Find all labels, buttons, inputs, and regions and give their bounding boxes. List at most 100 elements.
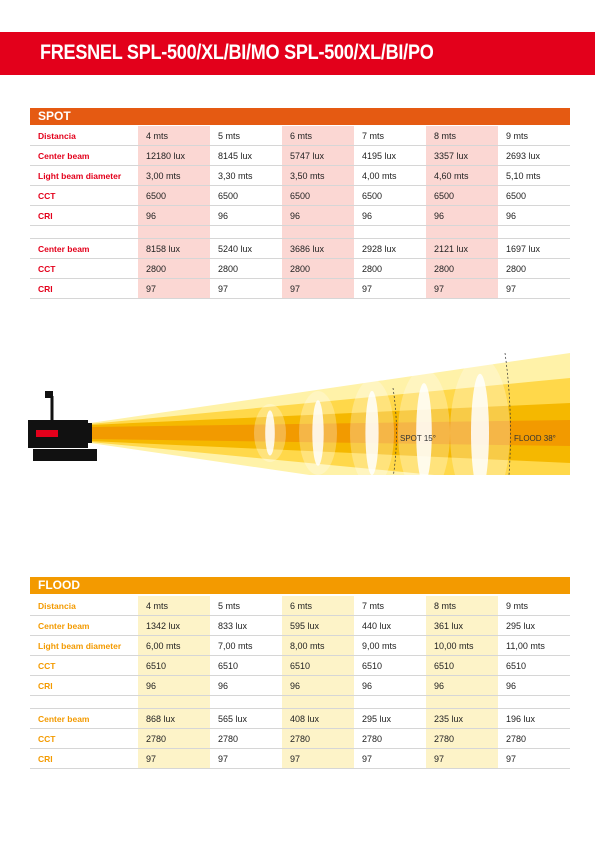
table-row: CRI 97 97 97 97 97 97 bbox=[30, 278, 570, 299]
table-cell: 2800 bbox=[210, 258, 282, 279]
table-cell: 6510 bbox=[138, 655, 210, 676]
table-cell: 96 bbox=[282, 675, 354, 696]
table-cell: 6510 bbox=[354, 655, 426, 676]
beam-ring-highlight bbox=[416, 383, 432, 475]
beam-ring-highlight bbox=[471, 373, 489, 475]
row-label: Center beam bbox=[30, 615, 138, 636]
table-cell: 9 mts bbox=[498, 126, 570, 146]
row-label: CRI bbox=[30, 748, 138, 769]
spot-angle-label: SPOT 15° bbox=[400, 434, 436, 443]
flood-table: Distancia 4 mts 5 mts 6 mts 7 mts 8 mts 9 mts C… bbox=[30, 596, 570, 769]
row-spacer bbox=[30, 695, 570, 709]
table-cell: 3,50 mts bbox=[282, 165, 354, 186]
table-cell: 2800 bbox=[498, 258, 570, 279]
fixture-handle bbox=[45, 391, 53, 398]
table-cell: 97 bbox=[426, 278, 498, 299]
row-label: CCT bbox=[30, 655, 138, 676]
table-cell: 868 lux bbox=[138, 708, 210, 729]
table-cell: 2800 bbox=[426, 258, 498, 279]
table-cell: 96 bbox=[498, 675, 570, 696]
table-cell: 97 bbox=[354, 278, 426, 299]
table-cell: 833 lux bbox=[210, 615, 282, 636]
table-cell: 6500 bbox=[210, 185, 282, 206]
table-cell: 96 bbox=[138, 205, 210, 226]
table-row: CRI 96 96 96 96 96 96 bbox=[30, 675, 570, 696]
table-row: CRI 96 96 96 96 96 96 bbox=[30, 205, 570, 226]
table-cell: 9 mts bbox=[498, 596, 570, 616]
spot-angle-arc bbox=[392, 387, 397, 475]
table-cell: 2800 bbox=[282, 258, 354, 279]
table-cell: 5 mts bbox=[210, 596, 282, 616]
table-cell: 5 mts bbox=[210, 126, 282, 146]
table-cell: 6 mts bbox=[282, 596, 354, 616]
table-row: Distancia 4 mts 5 mts 6 mts 7 mts 8 mts 9 mts bbox=[30, 126, 570, 146]
table-cell: 6500 bbox=[426, 185, 498, 206]
table-cell: 96 bbox=[210, 205, 282, 226]
table-cell: 97 bbox=[282, 278, 354, 299]
table-cell: 7 mts bbox=[354, 596, 426, 616]
table-cell: 4 mts bbox=[138, 126, 210, 146]
table-cell: 2780 bbox=[354, 728, 426, 749]
table-cell: 4,00 mts bbox=[354, 165, 426, 186]
table-cell: 96 bbox=[282, 205, 354, 226]
table-row: Light beam diameter 6,00 mts 7,00 mts 8,00 … bbox=[30, 635, 570, 656]
table-cell: 3686 lux bbox=[282, 238, 354, 259]
row-label: Center beam bbox=[30, 708, 138, 729]
table-cell: 5,10 mts bbox=[498, 165, 570, 186]
flood-section-header: FLOOD bbox=[30, 577, 570, 594]
table-cell: 4 mts bbox=[138, 596, 210, 616]
table-cell: 2780 bbox=[498, 728, 570, 749]
table-cell: 96 bbox=[138, 675, 210, 696]
table-cell: 440 lux bbox=[354, 615, 426, 636]
table-cell: 6,00 mts bbox=[138, 635, 210, 656]
table-row: Center beam 868 lux 565 lux 408 lux 295 lux 2… bbox=[30, 708, 570, 729]
table-cell: 8145 lux bbox=[210, 145, 282, 166]
fixture-lens bbox=[88, 423, 92, 443]
table-cell: 8 mts bbox=[426, 596, 498, 616]
row-label: Distancia bbox=[30, 126, 138, 146]
row-label: Center beam bbox=[30, 145, 138, 166]
flood-angle-label: FLOOD 38° bbox=[514, 434, 556, 443]
table-cell: 7 mts bbox=[354, 126, 426, 146]
table-row: CCT 6510 6510 6510 6510 6510 6510 bbox=[30, 655, 570, 676]
table-cell: 196 lux bbox=[498, 708, 570, 729]
table-cell: 2780 bbox=[138, 728, 210, 749]
row-label: CRI bbox=[30, 205, 138, 226]
table-row: Center beam 8158 lux 5240 lux 3686 lux 2928 … bbox=[30, 238, 570, 259]
table-row: CRI 97 97 97 97 97 97 bbox=[30, 748, 570, 769]
table-cell: 7,00 mts bbox=[210, 635, 282, 656]
table-cell: 6510 bbox=[498, 655, 570, 676]
table-row: Center beam 1342 lux 833 lux 595 lux 440 lux… bbox=[30, 615, 570, 636]
table-cell: 4195 lux bbox=[354, 145, 426, 166]
row-label: Light beam diameter bbox=[30, 635, 138, 656]
table-cell: 2121 lux bbox=[426, 238, 498, 259]
table-cell: 97 bbox=[138, 278, 210, 299]
table-cell: 2780 bbox=[210, 728, 282, 749]
table-cell: 2780 bbox=[282, 728, 354, 749]
table-cell: 4,60 mts bbox=[426, 165, 498, 186]
table-cell: 1342 lux bbox=[138, 615, 210, 636]
table-cell: 96 bbox=[354, 205, 426, 226]
table-cell: 6500 bbox=[354, 185, 426, 206]
table-cell: 2800 bbox=[138, 258, 210, 279]
table-cell: 96 bbox=[210, 675, 282, 696]
table-cell: 1697 lux bbox=[498, 238, 570, 259]
row-label: Light beam diameter bbox=[30, 165, 138, 186]
row-label: Center beam bbox=[30, 238, 138, 259]
table-row: Distancia 4 mts 5 mts 6 mts 7 mts 8 mts 9 mts bbox=[30, 596, 570, 616]
table-cell: 11,00 mts bbox=[498, 635, 570, 656]
table-cell: 97 bbox=[210, 278, 282, 299]
table-cell: 8 mts bbox=[426, 126, 498, 146]
table-cell: 10,00 mts bbox=[426, 635, 498, 656]
table-cell: 96 bbox=[426, 675, 498, 696]
table-cell: 97 bbox=[498, 748, 570, 769]
table-cell: 6510 bbox=[426, 655, 498, 676]
table-cell: 235 lux bbox=[426, 708, 498, 729]
row-label: CCT bbox=[30, 185, 138, 206]
table-cell: 97 bbox=[210, 748, 282, 769]
table-cell: 6510 bbox=[282, 655, 354, 676]
beam-ring-highlight bbox=[365, 390, 379, 475]
title-banner: FRESNEL SPL-500/XL/BI/MO SPL-500/XL/BI/P… bbox=[0, 32, 595, 75]
row-label: CCT bbox=[30, 258, 138, 279]
table-cell: 6500 bbox=[282, 185, 354, 206]
